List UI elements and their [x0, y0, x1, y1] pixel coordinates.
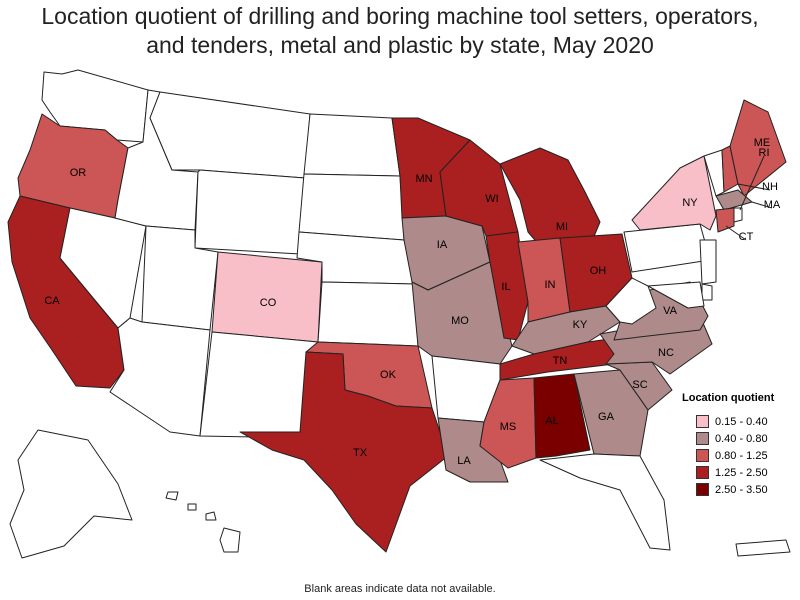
state-label-sc: SC [632, 379, 647, 391]
state-label-wi: WI [485, 193, 498, 205]
state-label-or: OR [70, 167, 87, 179]
map-title-line-2: and tenders, metal and plastic by state,… [146, 32, 654, 58]
legend-item: 0.40 - 0.80 [682, 430, 797, 447]
state-label-il: IL [501, 281, 510, 293]
legend-item: 2.50 - 3.50 [682, 481, 797, 498]
legend-swatch [696, 449, 709, 462]
state-label-ok: OK [380, 369, 397, 381]
state-label-la: LA [457, 455, 471, 467]
label-leader-line [737, 183, 771, 191]
state-hi1 [165, 491, 179, 501]
state-label-tx: TX [353, 447, 368, 459]
legend-swatch [696, 415, 709, 428]
map-title: Location quotient of drilling and boring… [0, 2, 800, 60]
footnote: Blank areas indicate data not available. [304, 583, 496, 595]
state-az [109, 317, 211, 437]
legend-item: 0.80 - 1.25 [682, 447, 797, 464]
state-ct [715, 207, 735, 233]
label-leader-line [739, 155, 765, 211]
state-de [701, 283, 713, 301]
state-ri [733, 207, 743, 223]
state-label-mo: MO [451, 315, 469, 327]
legend-title: Location quotient [682, 392, 775, 404]
legend-range-label: 0.80 - 1.25 [715, 449, 768, 462]
map-title-line-1: Location quotient of drilling and boring… [41, 3, 759, 29]
state-label-me: ME [754, 137, 771, 149]
state-fl [539, 453, 671, 551]
state-nj [699, 239, 717, 285]
state-hi2 [187, 503, 197, 511]
legend-range-label: 2.50 - 3.50 [715, 483, 768, 496]
state-hi4 [219, 527, 241, 553]
state-label-ma: MA [764, 199, 781, 211]
state-sd [298, 173, 405, 241]
legend-swatch [696, 432, 709, 445]
state-pa [623, 223, 711, 273]
state-label-ny: NY [682, 197, 698, 209]
state-pr [735, 539, 791, 557]
state-label-ca: CA [44, 295, 60, 307]
state-ks [317, 281, 419, 347]
state-label-nh: NH [762, 181, 778, 193]
legend-range-label: 0.40 - 0.80 [715, 432, 768, 445]
state-ny [631, 155, 717, 231]
legend-range-label: 1.25 - 2.50 [715, 466, 768, 479]
state-label-co: CO [260, 297, 277, 309]
legend-range-label: 0.15 - 0.40 [715, 415, 768, 428]
state-ga [573, 369, 649, 457]
label-leader-line [725, 225, 747, 241]
state-label-mn: MN [415, 173, 432, 185]
state-label-ga: GA [598, 411, 615, 423]
state-label-ms: MS [500, 421, 517, 433]
legend-swatch [696, 466, 709, 479]
state-hi3 [205, 511, 217, 521]
legend-item: 1.25 - 2.50 [682, 464, 797, 481]
legend: Location quotient 0.15 - 0.40 0.40 - 0.8… [682, 392, 797, 498]
state-label-al: AL [545, 415, 558, 427]
legend-swatch [696, 483, 709, 496]
state-label-va: VA [663, 305, 678, 317]
state-md [647, 281, 705, 309]
state-label-ky: KY [573, 319, 588, 331]
state-label-ri: RI [759, 147, 770, 159]
state-label-ct: CT [739, 231, 754, 243]
state-label-tn: TN [553, 355, 568, 367]
state-tx [239, 351, 449, 553]
state-label-mi: MI [556, 221, 568, 233]
label-leader-line [751, 201, 773, 209]
state-al [533, 373, 591, 459]
state-wv [605, 277, 657, 325]
state-ak [9, 429, 133, 559]
state-mi [499, 147, 601, 247]
state-label-in: IN [545, 279, 556, 291]
state-label-nc: NC [658, 347, 674, 359]
state-wy [194, 169, 306, 255]
state-nd [303, 113, 401, 177]
state-mt [149, 91, 311, 179]
state-label-ia: IA [437, 239, 448, 251]
legend-item: 0.15 - 0.40 [682, 413, 797, 430]
state-label-oh: OH [590, 265, 607, 277]
